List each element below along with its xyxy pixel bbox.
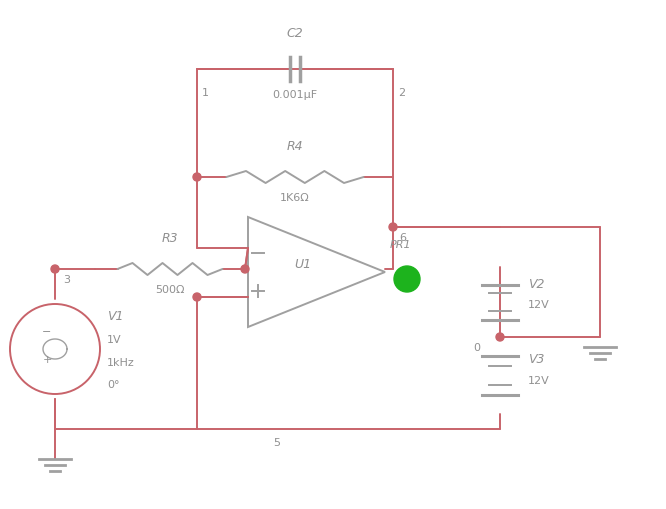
Text: U1: U1 <box>294 258 312 271</box>
Text: 0: 0 <box>473 343 480 352</box>
Text: 1K6Ω: 1K6Ω <box>280 192 310 203</box>
Text: +: + <box>43 354 52 364</box>
Circle shape <box>193 174 201 182</box>
Text: PR1: PR1 <box>390 240 412 249</box>
Text: 3: 3 <box>63 274 70 285</box>
Circle shape <box>193 293 201 301</box>
Text: R4: R4 <box>286 140 303 153</box>
Circle shape <box>496 333 504 342</box>
Text: v: v <box>404 274 411 285</box>
Text: 12V: 12V <box>528 375 549 385</box>
Text: V1: V1 <box>107 309 123 322</box>
Text: 500Ω: 500Ω <box>155 285 184 294</box>
Text: V3: V3 <box>528 352 545 365</box>
Text: −: − <box>43 326 52 336</box>
Text: C2: C2 <box>286 27 304 40</box>
Text: 1: 1 <box>202 88 209 98</box>
Text: R3: R3 <box>162 232 178 244</box>
Text: 1kHz: 1kHz <box>107 357 135 367</box>
Text: 0°: 0° <box>107 379 119 389</box>
Circle shape <box>389 223 397 232</box>
Text: 6: 6 <box>399 233 406 242</box>
Circle shape <box>51 266 59 273</box>
Text: V2: V2 <box>528 277 545 291</box>
Text: 2: 2 <box>398 88 405 98</box>
Text: 1V: 1V <box>107 334 122 344</box>
Text: 0.001μF: 0.001μF <box>272 90 318 100</box>
Text: 5: 5 <box>274 437 280 447</box>
Circle shape <box>394 267 420 293</box>
Text: 12V: 12V <box>528 299 549 309</box>
Circle shape <box>241 266 249 273</box>
